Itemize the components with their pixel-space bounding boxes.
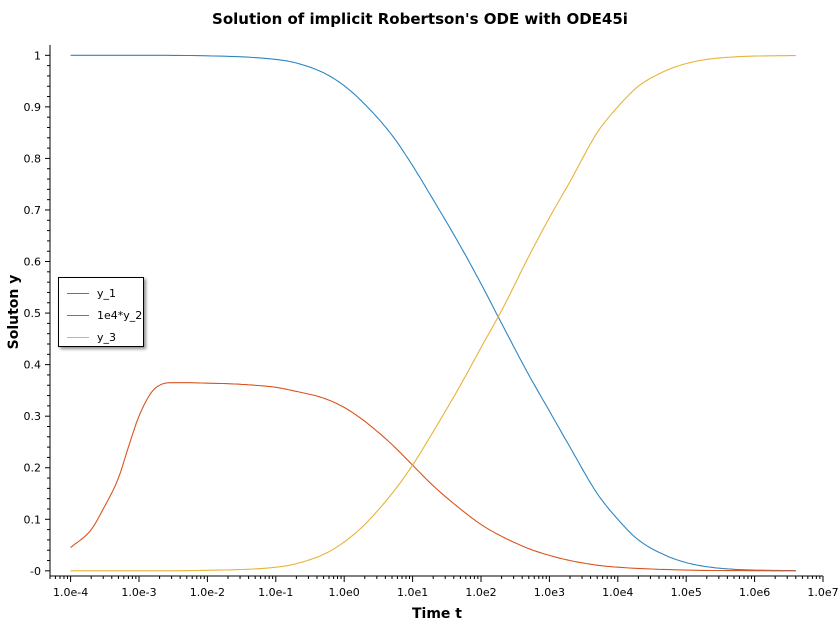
legend-label: y_3 <box>97 330 117 344</box>
y-tick-label: 0.7 <box>24 204 42 217</box>
y-tick-label: 0.3 <box>24 410 42 423</box>
legend-item: y_3 <box>59 326 143 348</box>
legend-swatch <box>67 336 89 338</box>
x-tick-label: 1.0e-2 <box>190 586 225 599</box>
legend-swatch <box>67 292 89 294</box>
legend-item: 1e4*y_2 <box>59 304 143 326</box>
x-tick-label: 1.0e6 <box>739 586 770 599</box>
x-tick-label: 1.0e4 <box>602 586 633 599</box>
y-tick-label: 0.9 <box>24 101 42 114</box>
x-tick-label: 1.0e1 <box>397 586 428 599</box>
series-line-1e4-y-2 <box>70 382 796 572</box>
legend-swatch <box>67 314 89 316</box>
legend-item: y_1 <box>59 282 143 304</box>
series-line-y-1 <box>70 54 796 572</box>
x-tick-label: 1.0e-4 <box>53 586 88 599</box>
y-tick-label: 0.2 <box>24 462 42 475</box>
x-tick-label: 1.0e3 <box>534 586 565 599</box>
y-tick-label: 1 <box>34 49 41 62</box>
y-tick-label: -0 <box>30 565 41 578</box>
x-tick-label: 1.0e-3 <box>121 586 156 599</box>
series-line-y-3 <box>70 55 796 572</box>
chart-legend: y_1 1e4*y_2 y_3 <box>58 277 144 347</box>
x-tick-label: 1.0e7 <box>807 586 838 599</box>
y-tick-label: 0.4 <box>24 359 42 372</box>
chart-title: Solution of implicit Robertson's ODE wit… <box>212 10 628 28</box>
chart-curves <box>70 54 796 572</box>
y-tick-label: 0.6 <box>24 256 42 269</box>
y-tick-label: 0.5 <box>24 307 42 320</box>
x-tick-label: 1.0e2 <box>465 586 496 599</box>
x-tick-label: 1.0e-1 <box>258 586 293 599</box>
y-tick-label: 0.8 <box>24 152 42 165</box>
y-tick-label: 0.1 <box>24 513 42 526</box>
x-tick-label: 1.0e0 <box>329 586 360 599</box>
chart-axes: -0 0.1 0.2 0.3 0.4 0.5 0.6 0.7 0.8 0.9 1 1.0e-4 1.0e… <box>24 45 839 599</box>
legend-label: y_1 <box>97 286 117 300</box>
x-tick-label: 1.0e5 <box>671 586 702 599</box>
x-axis-label: Time t <box>412 606 462 622</box>
legend-label: 1e4*y_2 <box>97 308 143 322</box>
y-axis-label: Soluton y <box>6 275 22 350</box>
